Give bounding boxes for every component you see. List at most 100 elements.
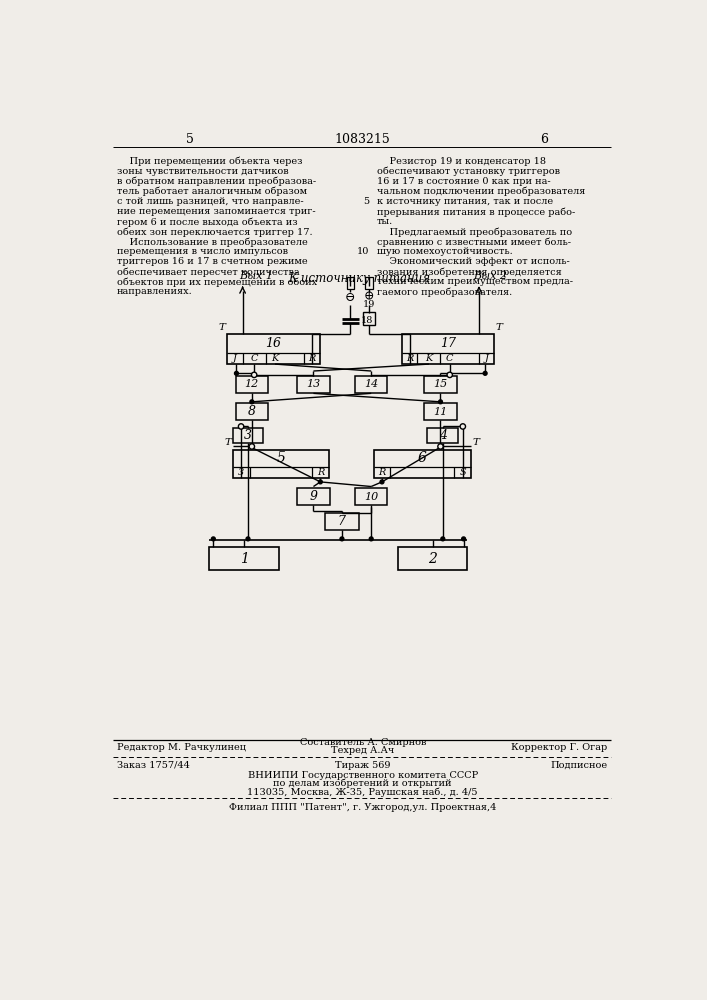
Text: 1: 1 [240,552,249,566]
Text: 14: 14 [364,379,378,389]
Text: 15: 15 [433,379,448,389]
Circle shape [249,444,255,449]
Text: обеих зон переключается триггер 17.: обеих зон переключается триггер 17. [117,227,312,237]
Circle shape [460,424,465,429]
Text: 17: 17 [440,337,456,350]
Text: Вых 2: Вых 2 [473,271,507,281]
Circle shape [380,480,384,484]
Bar [365,277,373,289]
Text: J: J [485,354,489,363]
Text: 5: 5 [363,197,370,206]
Text: К источнику питания: К источнику питания [288,272,431,285]
Text: C: C [446,354,453,363]
Text: обеспечивают установку триггеров: обеспечивают установку триггеров [377,167,559,176]
Circle shape [250,400,254,404]
Text: зования изобретения определяется: зования изобретения определяется [377,267,561,277]
Text: ⊖: ⊖ [345,291,356,304]
Bar [235,403,268,420]
Text: 10: 10 [364,492,378,502]
Circle shape [238,424,244,429]
Text: техническим преимуществом предла-: техническим преимуществом предла- [377,277,573,286]
Circle shape [447,372,452,378]
Text: 12: 12 [245,379,259,389]
Text: R: R [378,468,385,477]
Bar [227,334,320,364]
Text: K: K [271,354,279,363]
Text: обеспечивает пересчет количества: обеспечивает пересчет количества [117,267,300,277]
Circle shape [483,371,487,375]
Text: ние перемещения запоминается триг-: ние перемещения запоминается триг- [117,207,316,216]
Text: 5: 5 [276,451,285,465]
Circle shape [246,537,250,541]
Circle shape [438,444,443,449]
Text: Редактор М. Рачкулинец: Редактор М. Рачкулинец [117,743,246,752]
Text: J: J [233,354,237,363]
Text: Использование в преобразователе: Использование в преобразователе [117,237,308,247]
Text: Техред А.Ач: Техред А.Ач [331,746,395,755]
Text: 9: 9 [310,490,317,503]
Text: 16: 16 [265,337,281,350]
Bar [355,376,387,393]
Text: гером 6 и после выхода объекта из: гером 6 и после выхода объекта из [117,217,298,227]
Text: 11: 11 [433,407,448,417]
Text: T: T [224,438,231,447]
Text: 16 и 17 в состояние 0 как при на-: 16 и 17 в состояние 0 как при на- [377,177,550,186]
Bar [325,513,359,530]
Text: R: R [406,354,414,363]
Text: зоны чувствительности датчиков: зоны чувствительности датчиков [117,167,288,176]
Text: T: T [473,438,480,447]
Bar [355,488,387,505]
Text: R: R [317,468,324,477]
Text: Экономический эффект от исполь-: Экономический эффект от исполь- [377,257,569,266]
Text: гаемого преобразователя.: гаемого преобразователя. [377,287,512,297]
Bar [346,277,354,289]
Text: T: T [218,323,226,332]
Text: При перемещении объекта через: При перемещении объекта через [117,157,303,166]
Text: Предлагаемый преобразователь по: Предлагаемый преобразователь по [377,227,572,237]
Text: 2: 2 [428,552,437,566]
Text: S: S [460,468,466,477]
Bar [363,312,375,325]
Text: Корректор Г. Огар: Корректор Г. Огар [511,743,607,752]
Text: 8: 8 [248,405,256,418]
Bar [233,450,329,478]
Text: 6: 6 [418,451,427,465]
Text: Тираж 569: Тираж 569 [335,761,390,770]
Text: тель работает аналогичным образом: тель работает аналогичным образом [117,187,308,196]
Bar [233,428,264,443]
Circle shape [252,372,257,378]
Bar [297,376,329,393]
Text: 5: 5 [187,133,194,146]
Bar [209,547,279,570]
Text: сравнению с известными имеет боль-: сравнению с известными имеет боль- [377,237,571,247]
Text: R: R [308,354,315,363]
Text: с той лишь разницей, что направле-: с той лишь разницей, что направле- [117,197,304,206]
Bar [424,403,457,420]
Text: T: T [496,323,503,332]
Bar [428,428,458,443]
Circle shape [235,371,238,375]
Text: по делам изобретений и открытий: по делам изобретений и открытий [274,779,452,788]
Text: в обратном направлении преобразова-: в обратном направлении преобразова- [117,177,316,186]
Text: 19: 19 [363,300,375,309]
Bar [235,376,268,393]
Text: 3: 3 [244,429,252,442]
Text: 18: 18 [361,316,373,325]
Text: чальном подключении преобразователя: чальном подключении преобразователя [377,187,585,196]
Text: направлениях.: направлениях. [117,287,193,296]
Circle shape [318,480,322,484]
Bar [297,488,329,505]
Circle shape [340,537,344,541]
Text: Филиал ППП "Патент", г. Ужгород,ул. Проектная,4: Филиал ППП "Патент", г. Ужгород,ул. Прое… [229,803,496,812]
Circle shape [438,400,443,404]
Text: 113035, Москва, Ж-35, Раушская наб., д. 4/5: 113035, Москва, Ж-35, Раушская наб., д. … [247,787,478,797]
Bar [424,376,457,393]
Text: объектов при их перемещении в обоих: объектов при их перемещении в обоих [117,277,317,287]
Text: ⊕: ⊕ [363,291,374,304]
Text: K: K [426,354,433,363]
Text: Заказ 1757/44: Заказ 1757/44 [117,761,190,770]
Text: ты.: ты. [377,217,393,226]
Bar [398,547,467,570]
Circle shape [211,537,215,541]
Circle shape [441,537,445,541]
